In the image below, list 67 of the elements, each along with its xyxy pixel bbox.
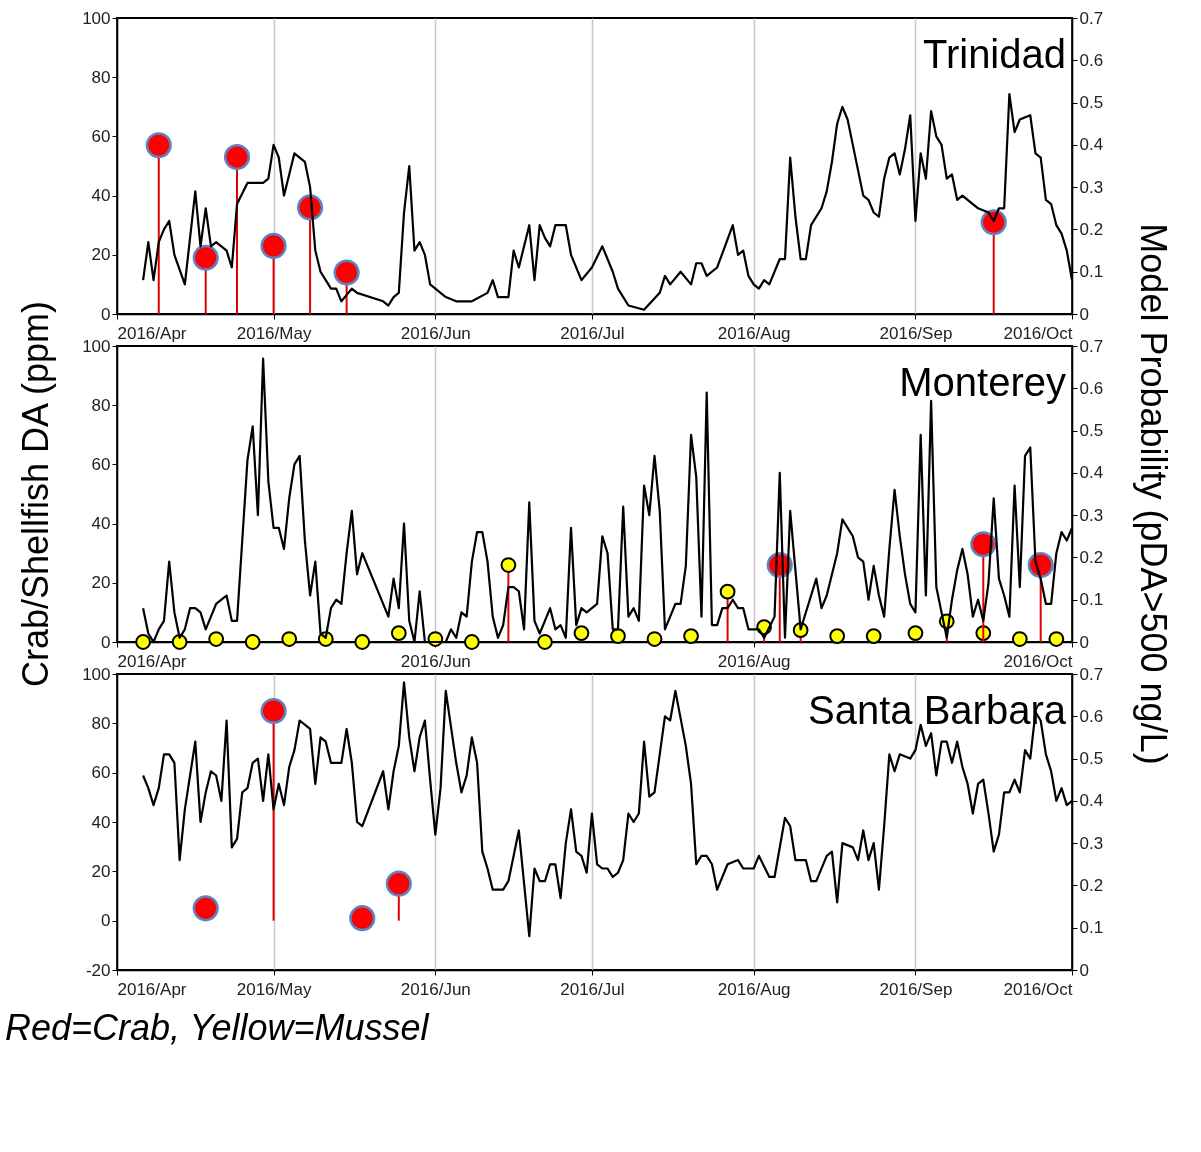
y-tick-label: 100: [82, 336, 111, 356]
y2-tick-label: 0.6: [1079, 378, 1104, 398]
y2-tick-label: 0.7: [1079, 336, 1104, 356]
x-tick-label: 2016/Aug: [717, 651, 791, 671]
y2-tick-label: 0.4: [1079, 791, 1104, 811]
y2-axis-title: Model Probability (pDA>500 ng/L): [1133, 223, 1174, 765]
x-tick-label: 2016/Oct: [1003, 979, 1073, 999]
y2-tick-label: 0.2: [1079, 219, 1104, 239]
x-tick-label: 2016/Sep: [879, 979, 953, 999]
y2-tick-label: 0.1: [1079, 262, 1104, 282]
y2-tick-label: 0: [1079, 632, 1089, 652]
y2-tick-label: 0: [1079, 960, 1089, 980]
y2-tick-label: 0: [1079, 304, 1089, 324]
y-tick-label: 100: [82, 8, 111, 28]
y2-tick-label: 0.5: [1079, 421, 1104, 441]
y-tick-label: 80: [91, 713, 111, 733]
y2-tick-label: 0.3: [1079, 505, 1104, 525]
x-tick-label: 2016/Aug: [717, 979, 791, 999]
chart-title: Santa Barbara: [808, 688, 1067, 732]
y2-tick-label: 0.5: [1079, 93, 1104, 113]
y2-tick-label: 0.7: [1079, 664, 1104, 684]
y-tick-label: 0: [101, 304, 111, 324]
y-tick-label: 20: [91, 861, 111, 881]
y-tick-label: -20: [85, 960, 111, 980]
y-tick-label: 60: [91, 454, 111, 474]
y2-tick-label: 0.1: [1079, 590, 1104, 610]
y-tick-label: 60: [91, 126, 111, 146]
y2-tick-label: 0.3: [1079, 177, 1104, 197]
y-tick-label: 40: [91, 514, 111, 534]
y2-tick-label: 0.3: [1079, 833, 1104, 853]
y2-tick-label: 0.7: [1079, 8, 1104, 28]
y2-tick-label: 0.4: [1079, 463, 1104, 483]
y2-tick-label: 0.4: [1079, 135, 1104, 155]
chart-title: Trinidad: [922, 32, 1066, 76]
x-tick-label: 2016/Oct: [1003, 651, 1073, 671]
y-tick-label: 80: [91, 67, 111, 87]
x-tick-label: 2016/May: [236, 323, 312, 343]
y2-tick-label: 0.2: [1079, 875, 1104, 895]
y-tick-label: 60: [91, 763, 111, 783]
x-tick-label: 2016/Jun: [400, 323, 471, 343]
y-tick-label: 40: [91, 186, 111, 206]
y2-tick-label: 0.2: [1079, 547, 1104, 567]
y2-tick-label: 0.1: [1079, 918, 1104, 938]
text: Red=Crab, Yellow=Mussel: [5, 1007, 430, 1048]
y-tick-label: 0: [101, 911, 111, 931]
y-tick-label: 0: [101, 632, 111, 652]
y-tick-label: 80: [91, 395, 111, 415]
y2-tick-label: 0.6: [1079, 50, 1104, 70]
y-tick-label: 20: [91, 245, 111, 265]
chart-title: Monterey: [899, 360, 1066, 404]
x-tick-label: 2016/May: [236, 979, 312, 999]
y-axis-title: Crab/Shellfish DA (ppm): [15, 300, 56, 688]
y-tick-label: 20: [91, 573, 111, 593]
x-tick-label: 2016/Jul: [560, 979, 625, 999]
x-tick-label: 2016/Aug: [717, 323, 791, 343]
x-tick-label: 2016/Jun: [400, 651, 471, 671]
y-tick-label: 100: [82, 664, 111, 684]
x-tick-label: 2016/Oct: [1003, 323, 1073, 343]
y2-tick-label: 0.5: [1079, 749, 1104, 769]
x-tick-label: 2016/Sep: [879, 323, 953, 343]
y-tick-label: 40: [91, 812, 111, 832]
x-tick-label: 2016/Apr: [117, 323, 187, 343]
y2-tick-label: 0.6: [1079, 706, 1104, 726]
x-tick-label: 2016/Apr: [117, 651, 187, 671]
x-tick-label: 2016/Apr: [117, 979, 187, 999]
x-tick-label: 2016/Jun: [400, 979, 471, 999]
x-tick-label: 2016/Jul: [560, 323, 625, 343]
